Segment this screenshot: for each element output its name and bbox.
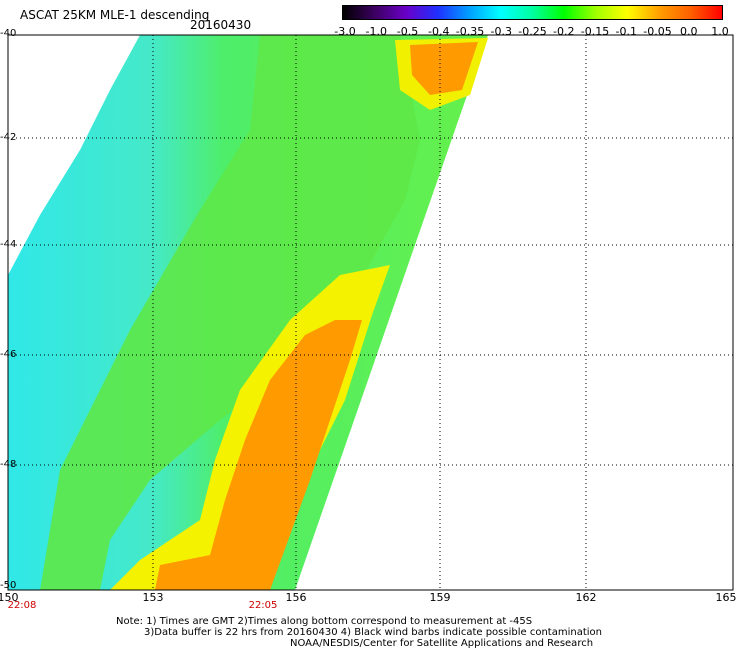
lat-grid: [8, 137, 733, 466]
lon-label-156: 156: [285, 591, 307, 604]
colorbar-tick-label: -0.3: [490, 25, 512, 38]
lon-label-153: 153: [142, 591, 164, 604]
colorbar-tick-label: -0.35: [455, 25, 485, 38]
lat-label-48: -48: [0, 459, 17, 470]
lon-label-159: 159: [429, 591, 451, 604]
colorbar-tick-label: 1.0: [711, 25, 729, 38]
lat-label-50: -50: [0, 580, 17, 591]
lon-grid: [152, 35, 587, 590]
lon-label-150: 150: [0, 591, 19, 604]
time-label-west: 22:08: [7, 600, 37, 611]
map-frame: [7, 34, 734, 591]
note-line-1: Note: 1) Times are GMT 2)Times along bot…: [116, 616, 533, 627]
swath-green-region: [40, 35, 420, 590]
lon-label-165: 165: [715, 591, 737, 604]
map-title: ASCAT 25KM MLE-1 descending: [20, 8, 210, 22]
colorbar-tick-label: -1.0: [365, 25, 387, 38]
colorbar-tick-label: -0.1: [615, 25, 637, 38]
lon-label-162: 162: [575, 591, 597, 604]
colorbar-tick-label: -0.15: [580, 25, 610, 38]
lat-label-44: -44: [0, 239, 17, 250]
colorbar-tick-label: -0.05: [643, 25, 672, 38]
colorbar-tick-label: -0.4: [428, 25, 450, 38]
colorbar-tick-label: -0.5: [396, 25, 419, 38]
map-date: 20160430: [190, 18, 252, 32]
east-orange-region: [155, 320, 362, 590]
colorbar-tick-label: -0.25: [518, 25, 547, 38]
colorbar-tick-label: 0.0: [680, 25, 698, 38]
time-label-east: 22:05: [248, 600, 278, 611]
colorbar-tick-label: -3.0: [334, 25, 356, 38]
colorbar: [342, 5, 723, 20]
lat-label-46: -46: [0, 349, 17, 360]
note-line-2: 3)Data buffer is 22 hrs from 20160430 4)…: [144, 627, 602, 638]
colorbar-tick-label: -0.2: [553, 25, 575, 38]
ne-orange-patch: [410, 42, 478, 95]
lat-label-42: -42: [0, 132, 17, 143]
note-line-3: NOAA/NESDIS/Center for Satellite Applica…: [290, 638, 594, 649]
lat-label-40: -40: [0, 28, 17, 39]
